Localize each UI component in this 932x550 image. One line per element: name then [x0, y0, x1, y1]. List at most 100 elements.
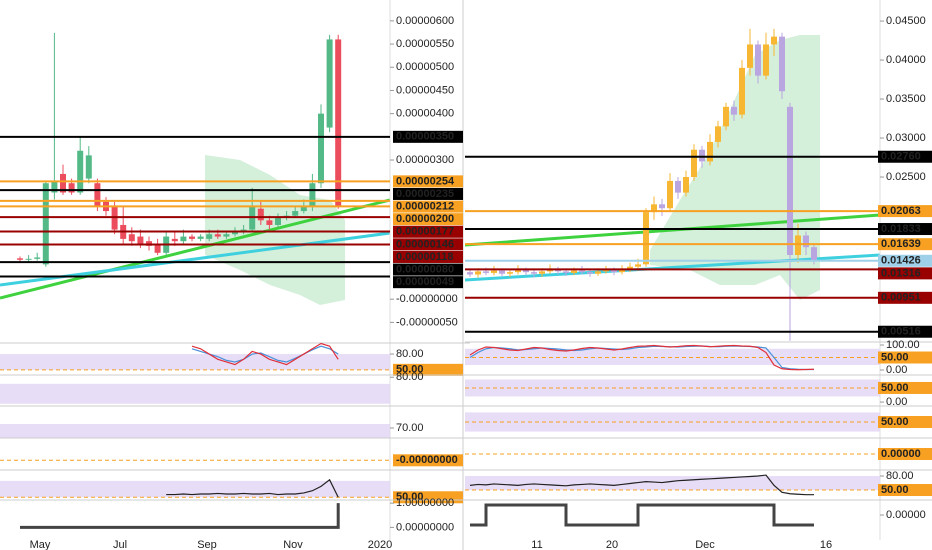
candle-body — [318, 113, 324, 184]
candle-body — [779, 36, 785, 92]
candle-body — [34, 257, 41, 259]
y-tick-label: 0.04500 — [886, 15, 926, 27]
candle-body — [60, 173, 66, 193]
level-label: 0.01639 — [881, 238, 921, 250]
candle-body — [128, 234, 135, 242]
y-tick-label: 0.03500 — [886, 93, 926, 105]
candle-body — [77, 150, 84, 193]
level-label-box — [878, 205, 932, 218]
level-label-box — [393, 225, 463, 238]
candle-body — [739, 67, 745, 115]
candle-body — [563, 271, 569, 273]
candle-body — [491, 270, 497, 273]
panel-band — [0, 424, 390, 438]
level-label-box — [878, 325, 932, 338]
panel-band — [0, 480, 390, 498]
candle-body — [587, 272, 593, 274]
level-label: 0.00000212 — [396, 200, 454, 212]
candle-body — [723, 106, 729, 127]
candle-body — [643, 212, 649, 265]
level-label: 0.00000350 — [396, 131, 454, 143]
candle-body — [17, 258, 23, 260]
y-tick-label: 0.00000400 — [396, 108, 454, 120]
y-tick-label: 0.00 — [886, 396, 907, 408]
level-label: 0.02760 — [881, 151, 921, 163]
candle-body — [180, 236, 187, 242]
candle-body — [699, 149, 705, 162]
level-label-box — [878, 238, 932, 251]
candle-body — [731, 106, 737, 115]
level-label-box — [878, 291, 932, 304]
candle-body — [335, 39, 342, 207]
level-label-box — [878, 150, 932, 163]
level-label: 0.00000177 — [396, 226, 454, 238]
level-label-box — [393, 276, 463, 289]
candle-body — [747, 44, 753, 68]
candle-body — [667, 180, 673, 209]
y-tick-label: 0.00000600 — [396, 15, 454, 27]
x-tick-label: 11 — [531, 539, 542, 550]
candle-body — [579, 270, 585, 273]
level-label: 0.00000235 — [396, 188, 454, 200]
candle-body — [214, 234, 221, 237]
level-label: 50.00 — [396, 364, 424, 376]
level-label: 0.02063 — [881, 205, 921, 217]
candle-body — [51, 180, 58, 193]
candle-body — [755, 44, 761, 76]
candle-body — [603, 269, 609, 272]
level-label-box — [393, 187, 463, 200]
level-label: 0.00000200 — [396, 213, 454, 225]
level-label-box — [393, 263, 463, 276]
level-label: 0.00000080 — [396, 263, 454, 275]
level-label-box — [878, 267, 932, 280]
y-tick-label: 0.00000550 — [396, 38, 454, 50]
level-label-box — [393, 200, 463, 213]
y-tick-label: 0.00000450 — [396, 84, 454, 96]
x-tick-label: Nov — [283, 539, 303, 550]
level-label-box — [878, 484, 932, 497]
level-label-box — [393, 250, 463, 263]
candle-body — [515, 269, 521, 273]
y-tick-label: 0.00000 — [886, 509, 926, 521]
candle-body — [309, 183, 316, 207]
candle-body — [292, 211, 299, 216]
panel-band — [465, 379, 880, 397]
indicator-line — [166, 478, 339, 498]
indicator-line — [191, 342, 339, 366]
y-tick-label: 0.03000 — [886, 132, 926, 144]
candle-body — [659, 204, 665, 209]
candle-body — [523, 269, 529, 273]
level-label-box — [393, 454, 463, 467]
candle-body — [266, 220, 273, 225]
panel-band — [465, 348, 880, 365]
candle-body — [539, 271, 545, 274]
y-tick-label: 0.02500 — [886, 171, 926, 183]
level-label: 0.00951 — [881, 292, 921, 304]
y-tick-label: 1.00000000 — [396, 497, 454, 509]
candle-body — [619, 269, 625, 273]
level-label-box — [878, 351, 932, 364]
candle-body — [206, 234, 213, 239]
candle-body — [507, 272, 513, 274]
level-label-box — [393, 213, 463, 226]
candle-body — [25, 258, 32, 260]
panel-band — [465, 476, 880, 491]
indicator-line — [191, 345, 339, 363]
level-label: 50.00 — [881, 351, 909, 363]
x-tick-label: Sep — [197, 539, 217, 550]
x-tick-label: Jul — [113, 539, 127, 550]
candle-body — [85, 155, 92, 179]
y-tick-label: 0.00 — [886, 364, 907, 376]
candle-body — [300, 206, 307, 212]
level-label-box — [878, 448, 932, 460]
candle-body — [635, 264, 641, 267]
x-tick-label: Dec — [695, 539, 715, 550]
level-label-box — [393, 175, 463, 188]
candle-body — [691, 149, 697, 178]
candle-body — [137, 236, 144, 244]
indicator-line — [469, 344, 815, 371]
y-tick-label: -0.00000050 — [396, 316, 458, 328]
candle-body — [467, 272, 473, 275]
level-label: 0.01426 — [881, 255, 921, 267]
